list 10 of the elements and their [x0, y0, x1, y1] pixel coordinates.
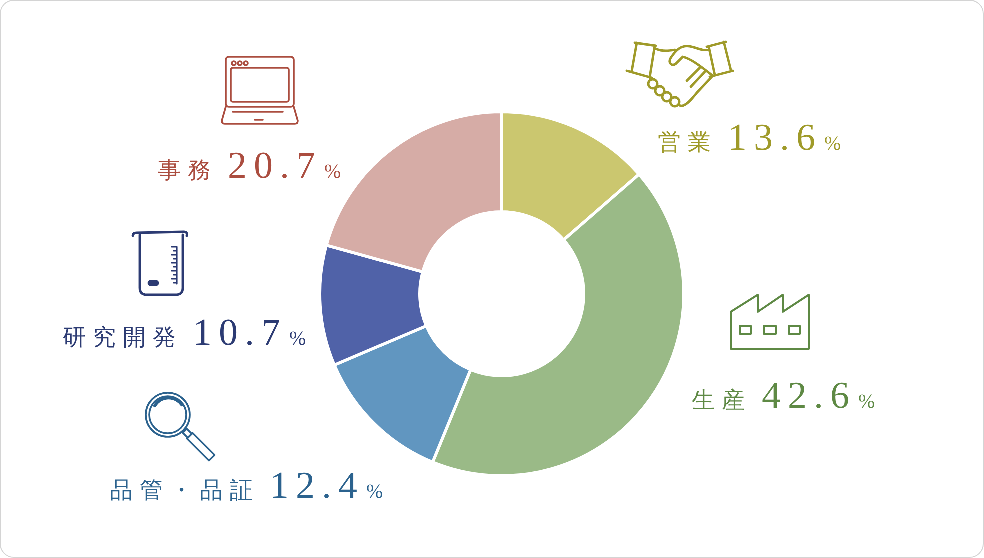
- slice-label: 営業: [658, 130, 718, 155]
- data-label: 42.6%: [762, 375, 876, 417]
- data-label: 12.4%: [270, 465, 384, 507]
- slice-label: 事務: [158, 158, 218, 183]
- data-label: 10.7%: [193, 312, 306, 354]
- data-label: 13.6%: [728, 117, 842, 159]
- slice-label: 研究開発: [63, 325, 183, 350]
- data-label: 20.7%: [228, 145, 342, 187]
- slice-label: 生産: [692, 388, 752, 413]
- slice-label: 品管・品証: [110, 478, 260, 503]
